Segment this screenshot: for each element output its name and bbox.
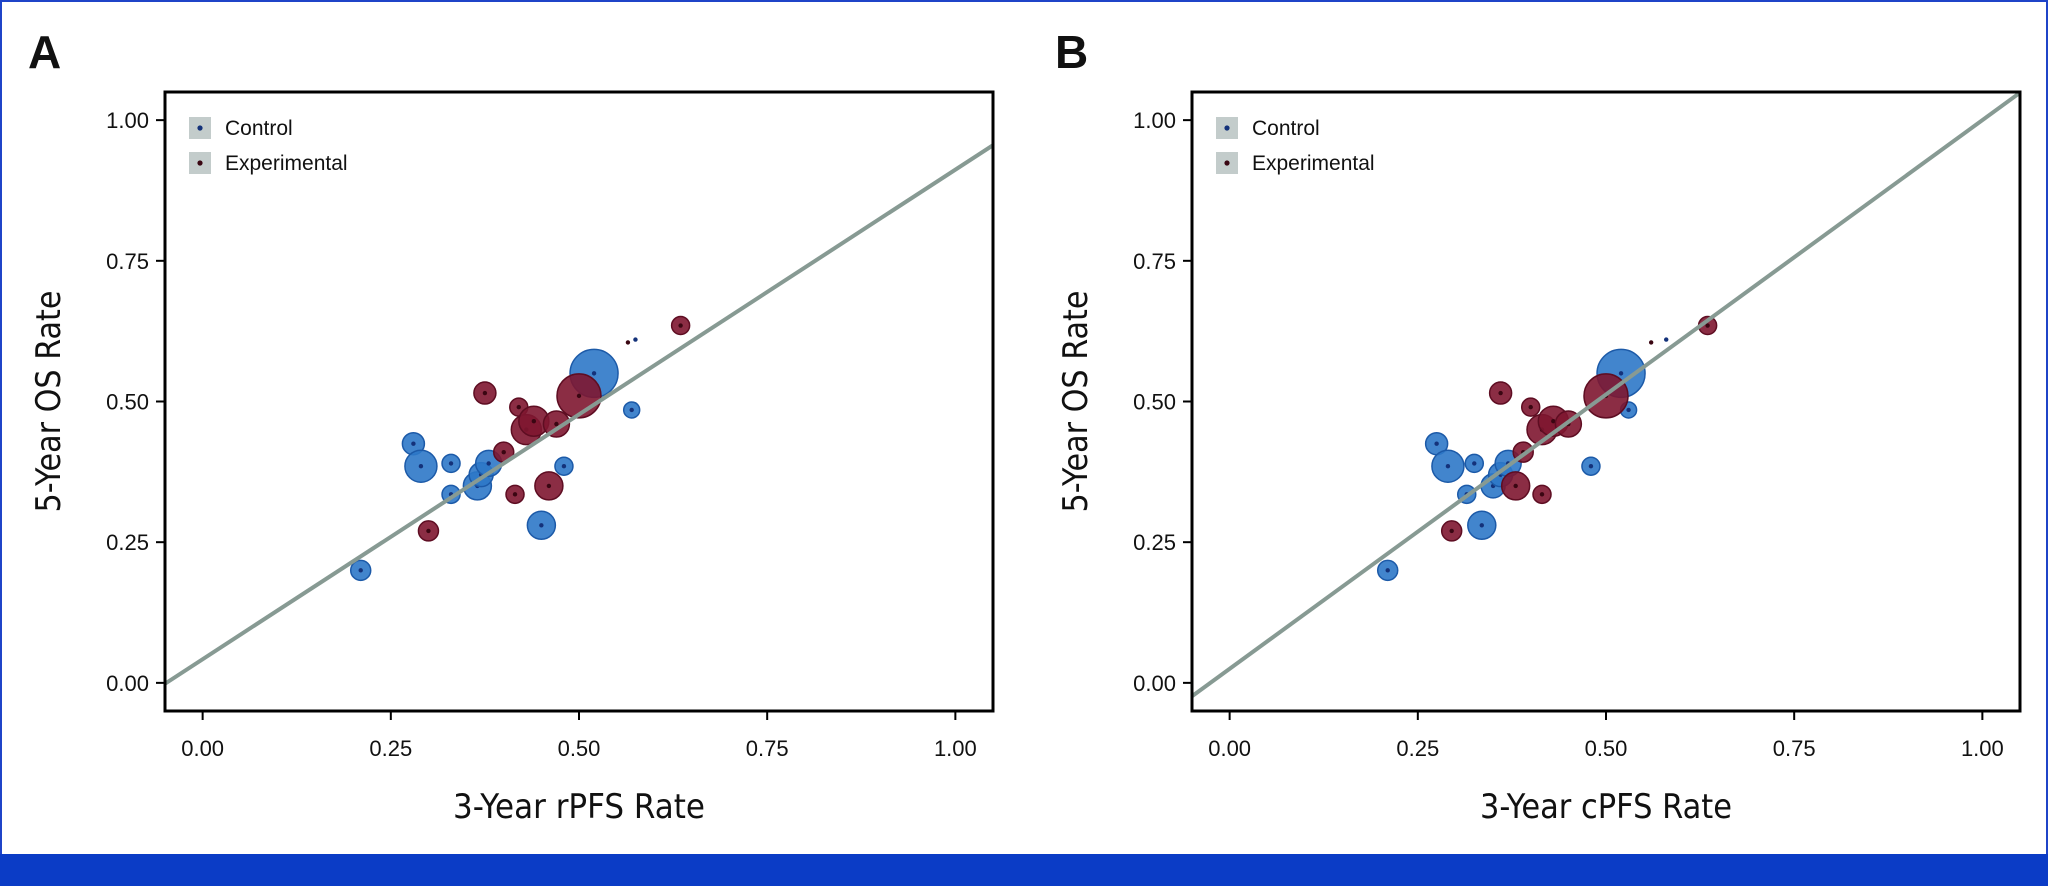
bubble-center-dot: [1528, 404, 1533, 410]
bubble-center-dot: [501, 449, 506, 455]
bubble-center-dot: [426, 528, 431, 534]
y-tick-label: 0.75: [1133, 249, 1176, 274]
legend-label-experimental: Experimental: [225, 152, 348, 175]
bubble-center-dot: [1648, 340, 1654, 345]
legend-marker: [1224, 160, 1230, 166]
bubble-center-dot: [1445, 464, 1451, 469]
x-tick-label: 0.50: [1585, 736, 1628, 761]
bubble-center-dot: [546, 483, 552, 489]
bubble-center-dot: [486, 461, 491, 466]
plot-layer: [165, 143, 993, 686]
legend-marker: [197, 125, 203, 131]
chart-panel-b: B 0.00 0.25 0.50 0.75 1.00 0.00 0.25 0.50 0.75 1.0…: [1055, 26, 2022, 827]
fit-line: [165, 143, 993, 686]
bubble-center-dot: [1705, 323, 1710, 328]
bubble-center-dot: [512, 492, 518, 497]
bubble-center-dot: [1434, 441, 1439, 446]
legend-label-experimental: Experimental: [1252, 152, 1375, 175]
bubble-center-dot: [1479, 523, 1484, 528]
bubble-center-dot: [448, 461, 454, 466]
bubble-center-dot: [482, 390, 488, 396]
bubble-center-dot: [1539, 492, 1545, 497]
y-tick-label: 0.00: [1133, 671, 1176, 696]
x-tick-label: 0.25: [1396, 736, 1439, 761]
y-tick-label: 0.75: [106, 249, 149, 274]
bubble-center-dot: [629, 407, 634, 413]
bubble-center-dot: [1472, 461, 1477, 466]
x-tick-label: 0.75: [746, 736, 789, 761]
y-tick-label: 1.00: [1133, 108, 1176, 133]
x-tick-label: 0.75: [1773, 736, 1816, 761]
y-tick-label: 0.50: [1133, 390, 1176, 415]
legend-marker: [197, 160, 203, 166]
bubble-center-dot: [591, 371, 597, 376]
bubble-center-dot: [411, 441, 416, 446]
panel-letter: B: [1055, 26, 1088, 78]
x-tick-label: 1.00: [1961, 736, 2004, 761]
bubble-center-dot: [1385, 568, 1390, 573]
bubble-center-dot: [561, 464, 567, 469]
bubble-center-dot: [1498, 390, 1503, 396]
fit-line: [1192, 92, 2020, 698]
legend-label-control: Control: [225, 117, 293, 140]
bubble-center-dot: [1588, 464, 1594, 469]
legend: Control Experimental: [189, 117, 348, 175]
x-axis-label: 3-Year cPFS Rate: [1480, 787, 1732, 827]
bubble-center-dot: [1626, 407, 1631, 413]
bubble-center-dot: [633, 337, 638, 342]
y-tick-label: 0.50: [106, 390, 149, 415]
bubble-center-dot: [1618, 371, 1624, 376]
bubble-center-dot: [539, 523, 544, 528]
x-tick-label: 0.00: [181, 736, 224, 761]
x-tick-label: 1.00: [934, 736, 977, 761]
bubble-center-dot: [625, 340, 631, 345]
bubble-center-dot: [1449, 528, 1454, 534]
y-axis-label: 5-Year OS Rate: [29, 291, 69, 513]
bubble-center-dot: [531, 418, 537, 424]
y-axis-label: 5-Year OS Rate: [1056, 291, 1096, 513]
bubble-center-dot: [678, 323, 683, 328]
legend-label-control: Control: [1252, 117, 1320, 140]
bubble-center-dot: [554, 421, 559, 427]
x-tick-label: 0.50: [558, 736, 601, 761]
x-tick-label: 0.00: [1208, 736, 1251, 761]
panel-letter: A: [28, 26, 61, 78]
bubble-center-dot: [576, 393, 582, 399]
footer-band: [0, 854, 2048, 886]
bubble-center-dot: [1664, 337, 1669, 342]
y-tick-label: 0.25: [106, 530, 149, 555]
bubble-center-dot: [358, 568, 363, 573]
legend: Control Experimental: [1216, 117, 1375, 175]
bubble-center-dot: [1513, 483, 1518, 489]
chart-panel-a: A 0.00 0.25 0.50 0.75 1.00 0.00 0.25 0.50 0.75 1.0…: [28, 26, 995, 827]
series-control: [349, 337, 641, 582]
bubble-center-dot: [1551, 418, 1556, 424]
bubble-center-dot: [418, 464, 424, 469]
x-axis-label: 3-Year rPFS Rate: [453, 787, 705, 827]
y-tick-label: 0.25: [1133, 530, 1176, 555]
legend-marker: [1224, 125, 1230, 131]
plot-layer: [1192, 92, 2020, 698]
y-tick-label: 0.00: [106, 671, 149, 696]
x-tick-label: 0.25: [369, 736, 412, 761]
y-tick-label: 1.00: [106, 108, 149, 133]
bubble-center-dot: [516, 404, 521, 410]
